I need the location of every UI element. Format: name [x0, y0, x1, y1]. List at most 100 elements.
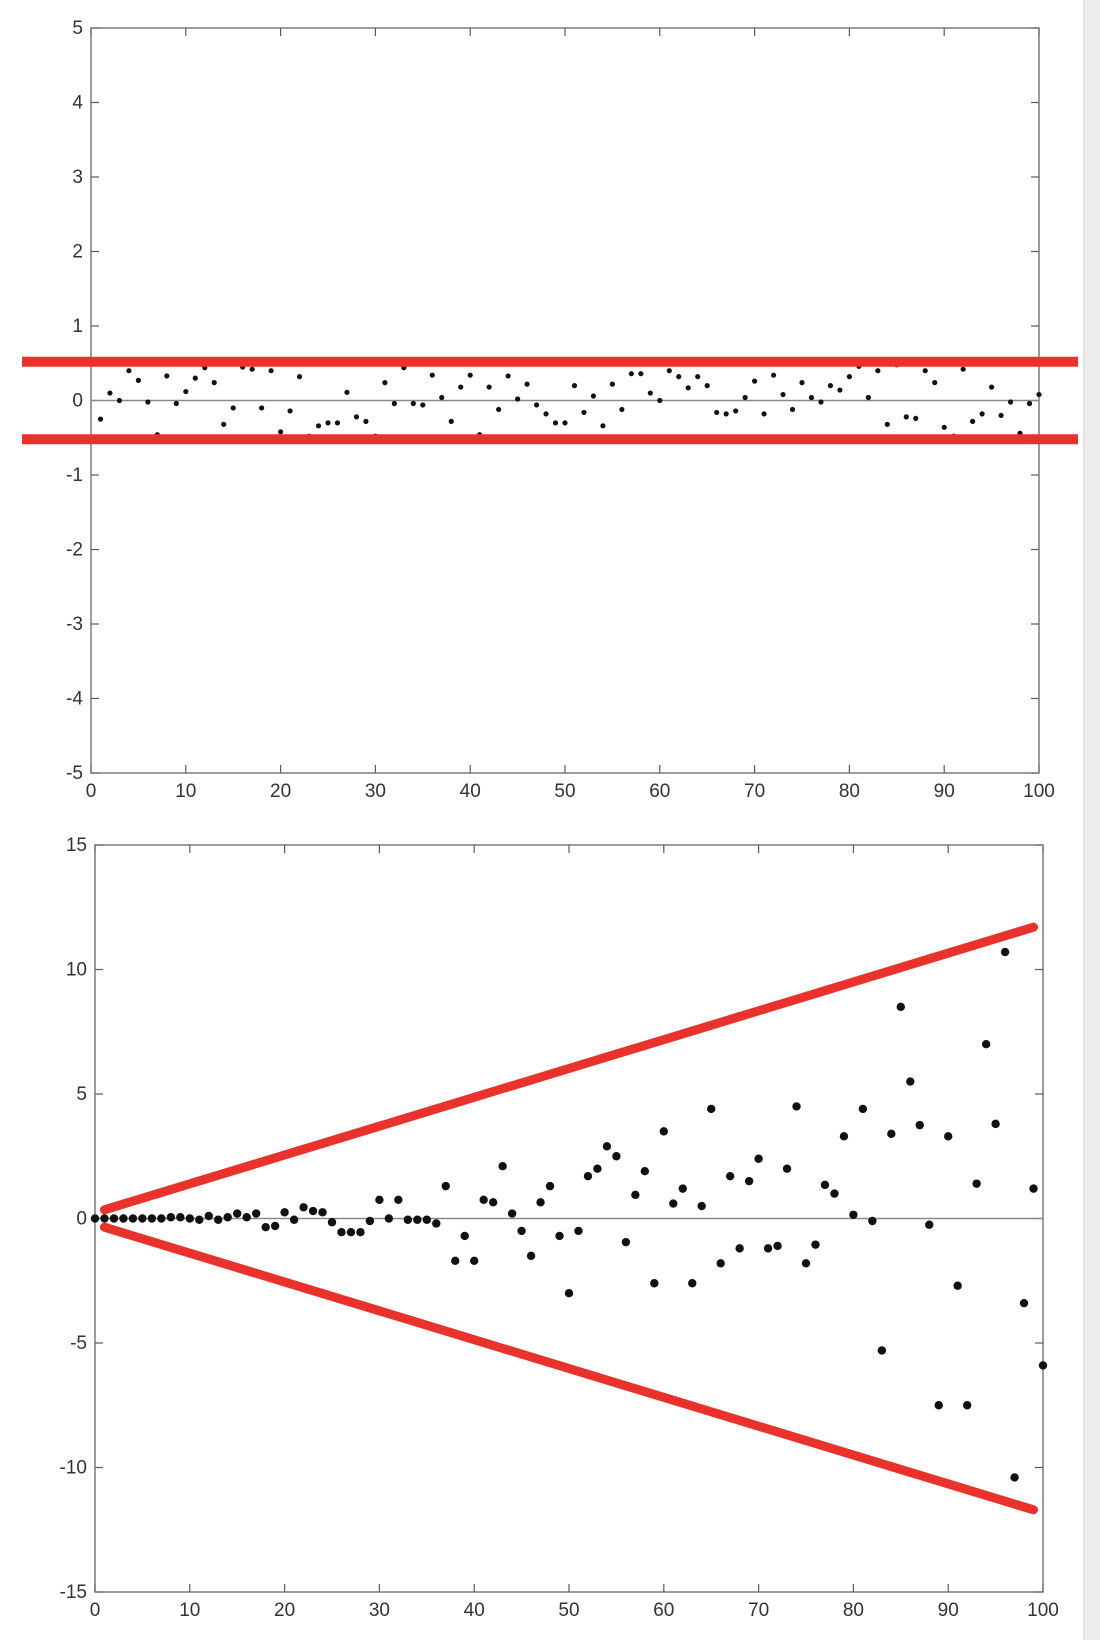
x-tick-label: 40	[460, 781, 481, 800]
data-point	[185, 1214, 194, 1223]
y-tick-label: -15	[60, 1582, 87, 1603]
x-tick-label: 30	[369, 1600, 390, 1621]
x-tick-label: 100	[1023, 781, 1055, 800]
data-point	[147, 1214, 157, 1223]
data-point	[989, 384, 995, 390]
data-point	[308, 1206, 318, 1216]
data-point	[925, 1220, 934, 1229]
data-point	[944, 1132, 953, 1141]
data-point	[1036, 391, 1042, 398]
data-point	[211, 380, 217, 386]
data-point	[953, 1281, 962, 1290]
data-point	[325, 420, 331, 426]
x-tick-label: 90	[934, 781, 955, 800]
data-point	[991, 1119, 1000, 1129]
data-point	[782, 1164, 792, 1173]
bound-line	[99, 922, 1039, 1215]
data-point	[135, 377, 141, 383]
data-point	[640, 1166, 650, 1176]
data-point	[261, 1223, 270, 1232]
data-point	[251, 1209, 261, 1218]
data-point	[915, 1120, 924, 1130]
x-tick-label: 90	[938, 1600, 959, 1621]
data-point	[270, 1221, 280, 1231]
data-point	[837, 387, 843, 393]
data-point	[268, 368, 274, 374]
x-tick-label: 10	[179, 1600, 200, 1621]
data-point	[716, 1259, 725, 1268]
data-point	[659, 1127, 668, 1136]
data-point	[458, 384, 464, 390]
x-tick-label: 50	[554, 781, 575, 800]
x-tick-label: 40	[464, 1600, 485, 1621]
x-tick-label: 70	[748, 1600, 769, 1621]
data-point	[733, 408, 739, 414]
data-point	[195, 1215, 204, 1224]
data-point	[403, 1215, 413, 1224]
data-point	[792, 1102, 801, 1111]
data-point	[552, 420, 559, 426]
data-point	[972, 1179, 981, 1188]
data-point	[517, 1226, 526, 1236]
data-point	[714, 409, 720, 416]
window-scroll-strip[interactable]	[1083, 0, 1100, 1640]
data-point	[761, 411, 767, 417]
data-point	[619, 406, 625, 413]
data-point	[789, 406, 796, 413]
data-point	[742, 394, 748, 401]
x-tick-label: 50	[558, 1600, 579, 1621]
data-point	[164, 373, 170, 379]
data-point	[109, 1214, 119, 1223]
data-point	[981, 1040, 991, 1049]
data-point	[669, 1199, 678, 1208]
data-point	[801, 1259, 811, 1268]
data-point	[505, 373, 511, 379]
data-point	[507, 1209, 517, 1218]
data-point	[846, 374, 853, 380]
data-point	[420, 402, 426, 408]
data-point	[280, 1208, 289, 1217]
data-point	[875, 368, 881, 374]
data-point	[543, 411, 549, 417]
data-point	[583, 1171, 593, 1181]
data-point	[278, 429, 284, 435]
data-point	[839, 1132, 849, 1141]
data-point	[922, 368, 928, 374]
data-point	[744, 1176, 754, 1186]
data-point	[723, 411, 729, 417]
x-tick-label: 0	[86, 781, 97, 800]
data-point	[666, 368, 672, 374]
data-point	[289, 1215, 299, 1224]
y-tick-label: -1	[66, 465, 83, 486]
y-tick-label: 0	[72, 391, 83, 412]
data-point	[780, 391, 786, 398]
data-point	[451, 1256, 460, 1266]
data-point	[470, 1256, 479, 1266]
data-point	[394, 1195, 403, 1205]
x-tick-label: 20	[274, 1600, 295, 1621]
y-tick-label: -5	[70, 1333, 87, 1354]
data-point	[410, 400, 416, 407]
data-point	[877, 1346, 887, 1355]
x-tick-label: 100	[1027, 1600, 1059, 1621]
y-tick-label: 0	[76, 1209, 87, 1230]
data-point	[176, 1213, 185, 1222]
data-point	[628, 371, 634, 377]
x-tick-label: 80	[843, 1600, 864, 1621]
data-point	[496, 406, 502, 413]
data-point	[365, 1216, 375, 1226]
data-point	[657, 397, 663, 404]
data-point	[752, 378, 758, 384]
y-tick-label: 5	[76, 1084, 87, 1105]
data-point	[1010, 1473, 1019, 1482]
data-point	[1007, 399, 1014, 405]
data-point	[1038, 1361, 1048, 1370]
data-point	[998, 412, 1004, 418]
data-point	[600, 423, 606, 429]
data-point	[647, 390, 653, 396]
data-point	[479, 1195, 488, 1205]
data-point	[100, 1214, 109, 1223]
data-point	[697, 1201, 706, 1211]
data-point	[384, 1214, 394, 1223]
